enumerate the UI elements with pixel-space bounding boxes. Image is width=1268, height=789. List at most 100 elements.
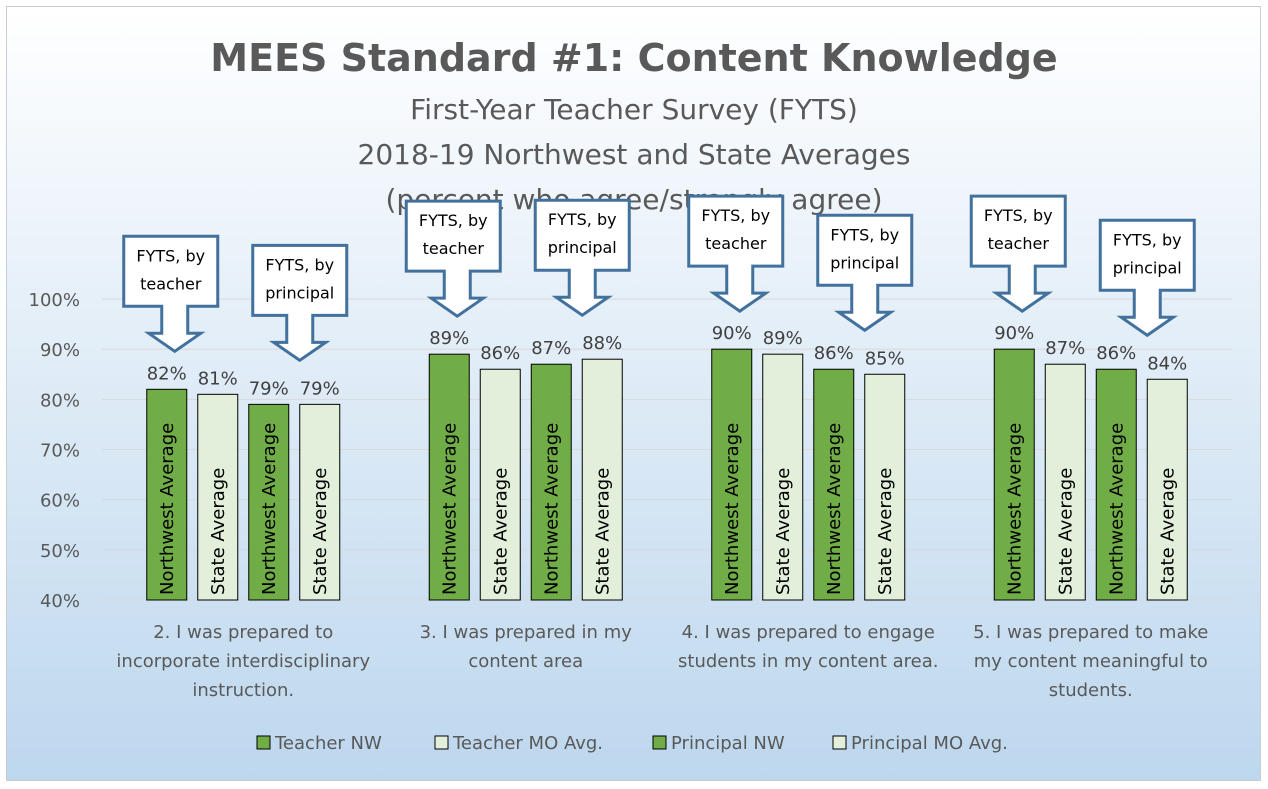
data-label: 82% (147, 363, 187, 384)
principal-callout-text: principal (265, 283, 334, 302)
bar-inner-label: Northwest Average (157, 423, 178, 595)
teacher-callout-text: FYTS, by (984, 206, 1053, 225)
principal-callout-text: FYTS, by (265, 255, 334, 274)
bar-inner-label: Northwest Average (824, 423, 845, 595)
teacher-callout-text: FYTS, by (419, 211, 488, 230)
principal-callout (816, 213, 914, 333)
legend-swatch (832, 735, 847, 750)
bar-inner-label: State Average (773, 468, 794, 595)
bar-inner-label: State Average (490, 468, 511, 595)
bar-inner-label: State Average (310, 468, 331, 595)
category-label: 4. I was prepared to engage (682, 622, 935, 643)
legend-swatch (652, 735, 667, 750)
teacher-callout-text: FYTS, by (701, 206, 770, 225)
bar-inner-label: Northwest Average (541, 423, 562, 595)
data-label: 89% (429, 328, 469, 349)
bar-teacher-mo-avg (197, 393, 239, 601)
data-label: 90% (994, 323, 1034, 344)
principal-callout-text: principal (548, 238, 617, 257)
bar-principal-mo-avg (299, 403, 341, 601)
bar-principal-nw (530, 363, 572, 601)
y-tick-label: 50% (40, 541, 80, 562)
principal-callout-text: FYTS, by (1113, 230, 1182, 249)
legend-label: Teacher NW (274, 733, 382, 754)
legend-label: Teacher MO Avg. (452, 733, 603, 754)
callouts: FYTS, by teacher FYTS, by principal FYTS, by… (122, 194, 1196, 363)
principal-callout (251, 243, 349, 363)
principal-callout (533, 198, 631, 318)
bar-teacher-mo-avg (479, 368, 521, 601)
category-label: incorporate interdisciplinary (116, 651, 370, 672)
category-label: 5. I was prepared to make (973, 622, 1208, 643)
y-tick-label: 80% (40, 390, 80, 411)
chart-subtitle-line-2: 2018-19 Northwest and State Averages (358, 138, 911, 171)
chart-subtitle-line-1: First-Year Teacher Survey (FYTS) (410, 93, 858, 126)
legend: Teacher NW Teacher MO Avg. Principal NW Pri… (256, 733, 1008, 754)
data-label: 88% (582, 333, 622, 354)
y-tick-label: 90% (40, 340, 80, 361)
teacher-callout (404, 199, 502, 319)
teacher-callout (969, 194, 1067, 313)
data-label: 81% (198, 368, 238, 389)
data-label: 86% (480, 343, 520, 364)
bar-teacher-mo-avg (1044, 363, 1086, 601)
bar-teacher-nw (993, 348, 1035, 601)
bar-principal-nw (248, 403, 290, 601)
category-label: content area (468, 651, 583, 672)
bar-inner-label: State Average (1157, 468, 1178, 595)
chart-frame: MEES Standard #1: Content Knowledge Firs… (6, 6, 1261, 781)
data-label: 87% (531, 338, 571, 359)
bar-teacher-mo-avg (762, 353, 804, 601)
principal-callout-text: principal (1113, 258, 1182, 277)
bar-inner-label: State Average (208, 468, 229, 595)
category-label: students in my content area. (678, 651, 938, 672)
bar-inner-label: Northwest Average (1106, 423, 1127, 595)
data-label: 86% (814, 343, 854, 364)
data-label: 79% (249, 378, 289, 399)
category-label: 2. I was prepared to (153, 622, 333, 643)
x-axis: 2. I was prepared to incorporate interdis… (116, 622, 1208, 701)
teacher-callout-text: teacher (423, 239, 485, 258)
y-tick-label: 70% (40, 441, 80, 462)
bar-inner-label: Northwest Average (439, 423, 460, 595)
principal-callout-text: FYTS, by (548, 210, 617, 229)
chart-svg: MEES Standard #1: Content Knowledge Firs… (7, 7, 1260, 780)
data-label: 87% (1045, 338, 1085, 359)
legend-label: Principal MO Avg. (851, 733, 1008, 754)
data-label: 89% (763, 328, 803, 349)
data-label: 84% (1147, 353, 1187, 374)
bar-inner-label: State Average (875, 468, 896, 595)
teacher-callout (687, 194, 785, 313)
bar-teacher-nw (428, 353, 470, 601)
bar-principal-mo-avg (864, 373, 906, 601)
y-tick-label: 100% (29, 290, 80, 311)
bar-teacher-nw (146, 388, 188, 601)
legend-swatch (434, 735, 449, 750)
bar-principal-mo-avg (1146, 378, 1188, 601)
teacher-callout-text: teacher (988, 234, 1050, 253)
principal-callout-text: principal (830, 253, 899, 272)
legend-label: Principal NW (671, 733, 785, 754)
bar-inner-label: Northwest Average (1004, 423, 1025, 595)
data-label: 79% (300, 378, 340, 399)
bars: 82% Northwest Average 81% State Average 79% N… (146, 323, 1188, 601)
chart-title: MEES Standard #1: Content Knowledge (210, 36, 1057, 80)
category-label: 3. I was prepared in my (420, 622, 633, 643)
teacher-callout-text: FYTS, by (136, 246, 205, 265)
data-label: 85% (865, 348, 905, 369)
category-label: students. (1049, 680, 1133, 701)
bar-inner-label: State Average (1055, 468, 1076, 595)
y-tick-label: 60% (40, 491, 80, 512)
bar-inner-label: Northwest Average (722, 423, 743, 595)
data-label: 90% (712, 323, 752, 344)
legend-swatch (256, 735, 271, 750)
y-axis: 40% 50% 60% 70% 80% 90% 100% (29, 290, 80, 612)
bar-inner-label: Northwest Average (259, 423, 280, 595)
principal-callout-text: FYTS, by (830, 225, 899, 244)
bar-principal-nw (813, 368, 855, 601)
category-label: instruction. (192, 680, 294, 701)
data-label: 86% (1096, 343, 1136, 364)
teacher-callout-text: teacher (140, 274, 202, 293)
principal-callout (1098, 218, 1196, 338)
teacher-callout-text: teacher (705, 234, 767, 253)
